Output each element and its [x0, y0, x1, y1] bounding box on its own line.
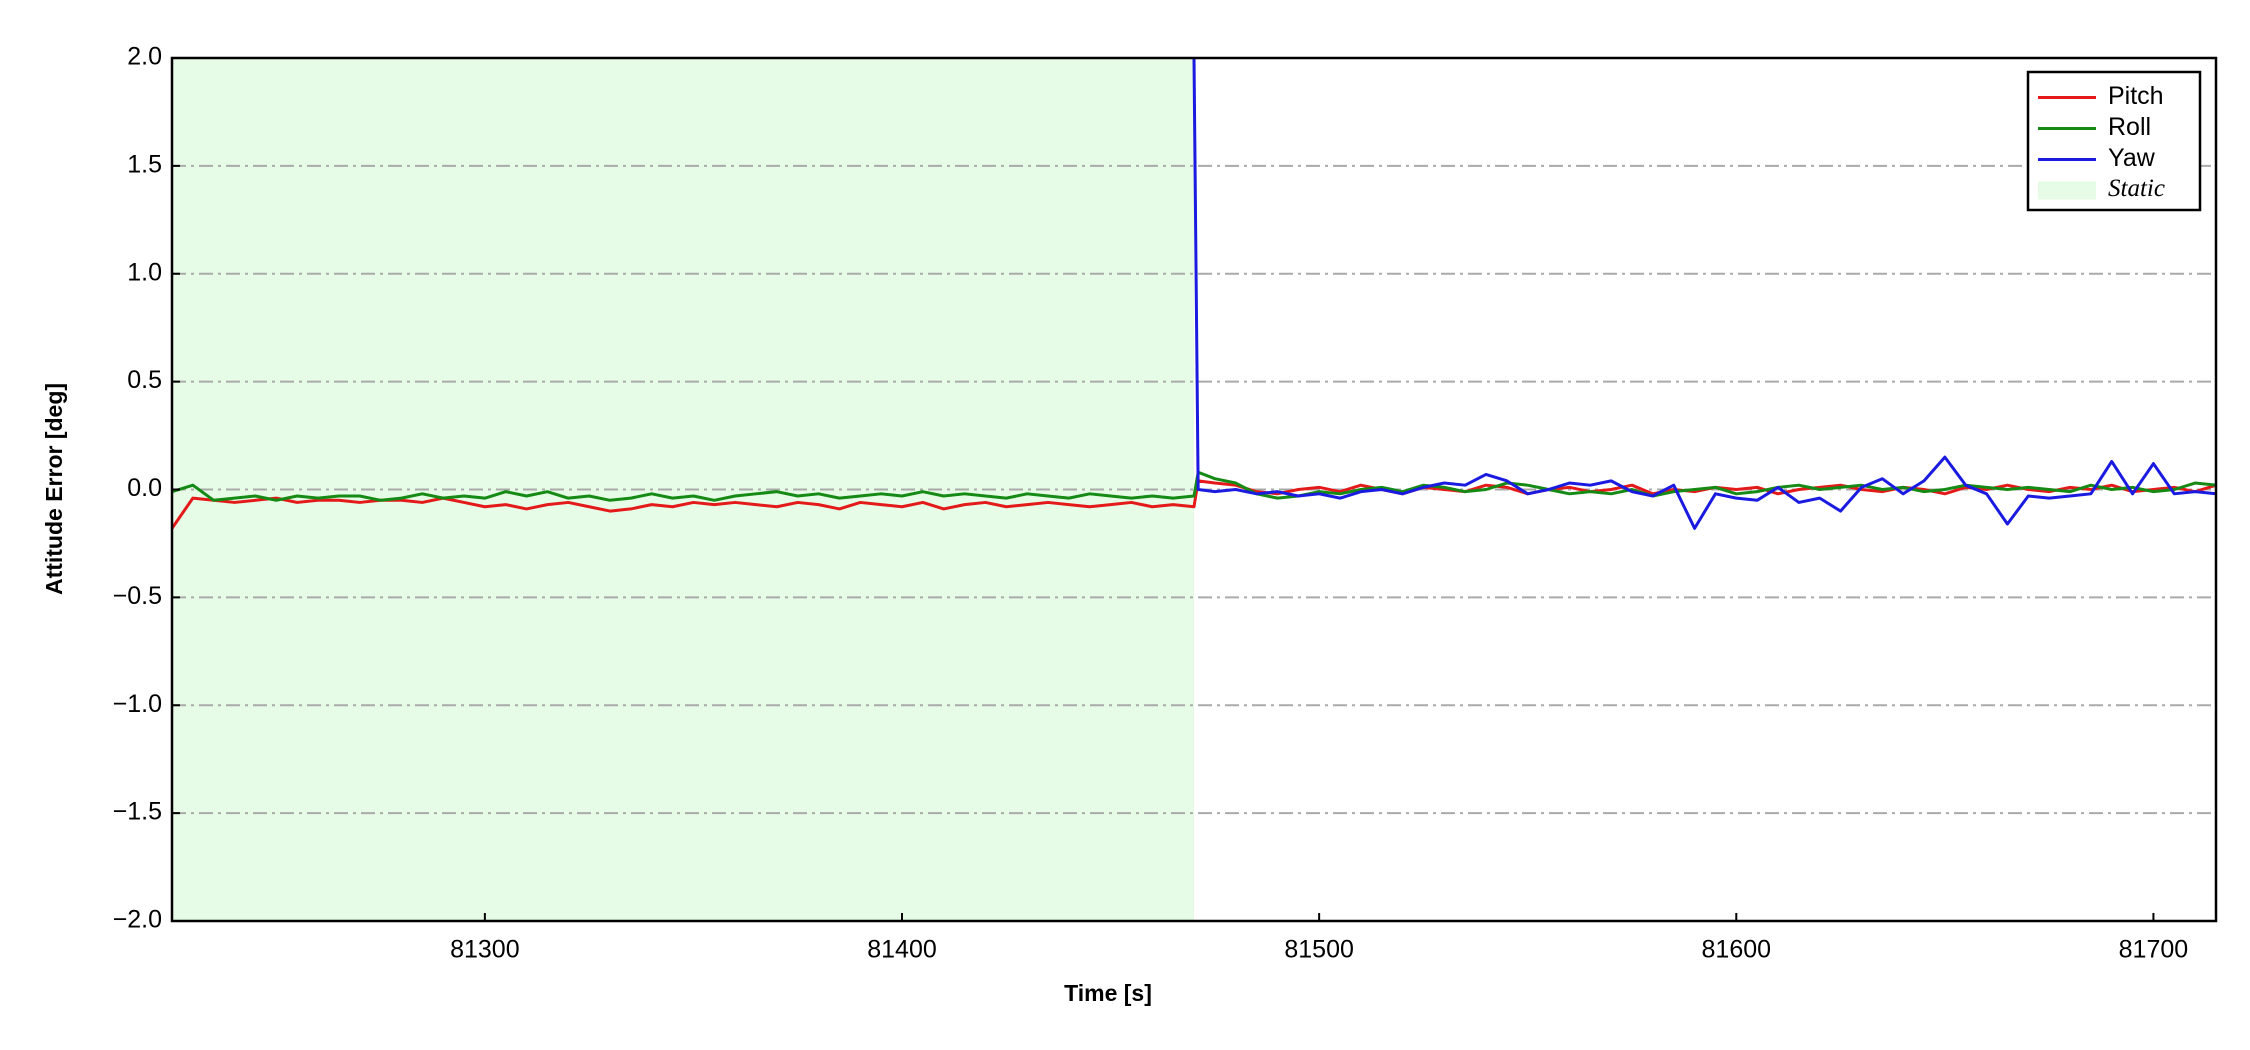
series-line	[1192, 58, 2216, 530]
y-tick-label: 1.5	[127, 150, 162, 178]
plot-background	[172, 57, 2216, 922]
legend-label: Pitch	[2108, 82, 2164, 110]
x-axis-label: Time [s]	[1064, 980, 1152, 1006]
y-axis-label: Attitude Error [deg]	[41, 383, 67, 595]
y-tick-label: 1.0	[127, 258, 162, 286]
x-tick-label: 81700	[2119, 936, 2189, 964]
y-tick-label: −2.0	[113, 906, 162, 934]
series-line	[172, 479, 2216, 530]
y-tick-label: −1.5	[113, 798, 162, 826]
y-tick-label: −0.5	[113, 582, 162, 610]
x-tick-label: 81500	[1284, 936, 1354, 964]
legend-swatch	[2038, 181, 2096, 200]
legend-label: Static	[2108, 175, 2165, 202]
legend-label: Yaw	[2108, 144, 2156, 172]
x-tick-label: 81300	[450, 936, 520, 964]
series-line	[172, 470, 2216, 502]
legend-label: Roll	[2108, 113, 2151, 141]
plot-lines	[172, 58, 2216, 530]
y-tick-label: −1.0	[113, 690, 162, 718]
y-tick-label: 2.0	[127, 43, 162, 71]
y-tick-label: 0.0	[127, 474, 162, 502]
x-tick-label: 81400	[867, 936, 937, 964]
x-tick-label: 81600	[1702, 936, 1772, 964]
y-tick-label: 0.5	[127, 366, 162, 394]
